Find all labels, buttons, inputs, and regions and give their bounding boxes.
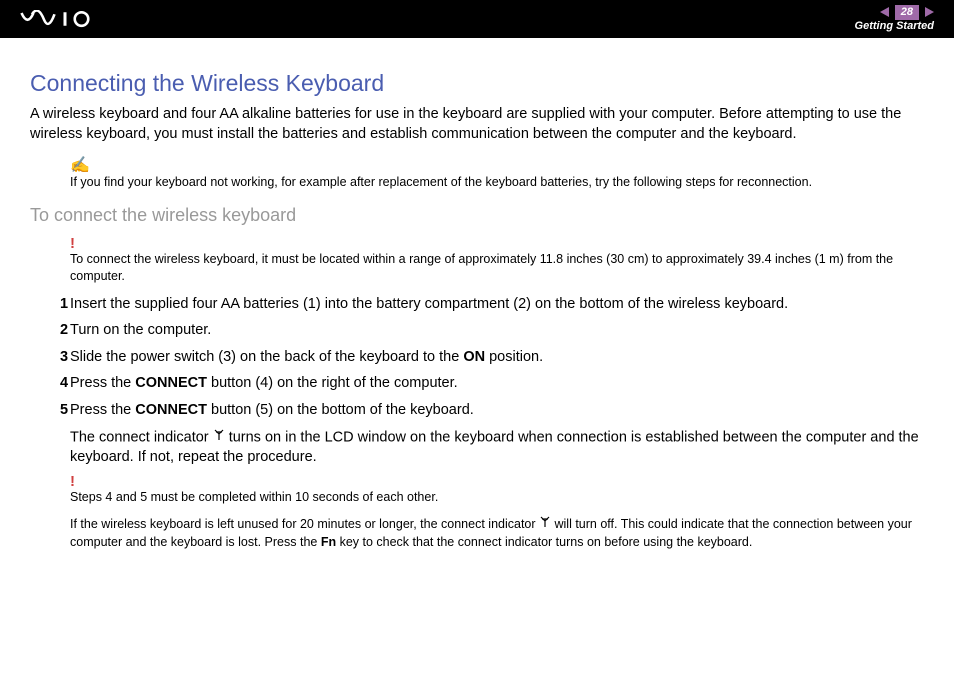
page-navigator: 28 <box>880 5 934 20</box>
step-number: 5 <box>30 401 70 421</box>
page-title: Connecting the Wireless Keyboard <box>30 70 924 97</box>
steps-list: 1 Insert the supplied four AA batteries … <box>30 295 924 551</box>
vaio-logo <box>20 0 110 38</box>
prev-page-icon[interactable] <box>880 7 889 17</box>
warning-icon: ! <box>70 474 924 489</box>
header-bar: 28 Getting Started <box>0 0 954 38</box>
step-row: 5 Press the CONNECT button (5) on the bo… <box>30 401 924 421</box>
subheading: To connect the wireless keyboard <box>30 205 924 226</box>
step-number: 3 <box>30 348 70 368</box>
warning-icon: ! <box>70 236 924 251</box>
warning-block-2: ! Steps 4 and 5 must be completed within… <box>70 474 924 506</box>
page-number: 28 <box>895 5 919 20</box>
intro-paragraph: A wireless keyboard and four AA alkaline… <box>30 105 924 144</box>
step-number: 1 <box>30 295 70 315</box>
warning-block-1: ! To connect the wireless keyboard, it m… <box>70 236 924 285</box>
step-number: 4 <box>30 374 70 394</box>
next-page-icon[interactable] <box>925 7 934 17</box>
note-block: ✍ If you find your keyboard not working,… <box>70 158 924 191</box>
warning-text-2: Steps 4 and 5 must be completed within 1… <box>70 489 924 506</box>
step-text: Turn on the computer. <box>70 321 924 341</box>
warning-text-1: To connect the wireless keyboard, it mus… <box>70 251 924 285</box>
antenna-icon <box>213 428 225 448</box>
note-text: If you find your keyboard not working, f… <box>70 174 924 191</box>
step-row: 3 Slide the power switch (3) on the back… <box>30 348 924 368</box>
step-text: Press the CONNECT button (4) on the righ… <box>70 374 924 394</box>
step-row: 1 Insert the supplied four AA batteries … <box>30 295 924 315</box>
step-text: Press the CONNECT button (5) on the bott… <box>70 401 924 421</box>
step-number: 2 <box>30 321 70 341</box>
page-content: Connecting the Wireless Keyboard A wirel… <box>0 38 954 551</box>
step-text: Insert the supplied four AA batteries (1… <box>70 295 924 315</box>
note-icon: ✍ <box>70 158 924 174</box>
step-text: Slide the power switch (3) on the back o… <box>70 348 924 368</box>
section-label: Getting Started <box>855 20 934 33</box>
step-row: 2 Turn on the computer. <box>30 321 924 341</box>
step-row: 4 Press the CONNECT button (4) on the ri… <box>30 374 924 394</box>
antenna-icon <box>539 516 551 534</box>
final-note: If the wireless keyboard is left unused … <box>70 516 924 551</box>
step-continuation: The connect indicator turns on in the LC… <box>70 428 924 468</box>
header-right: 28 Getting Started <box>855 5 934 33</box>
